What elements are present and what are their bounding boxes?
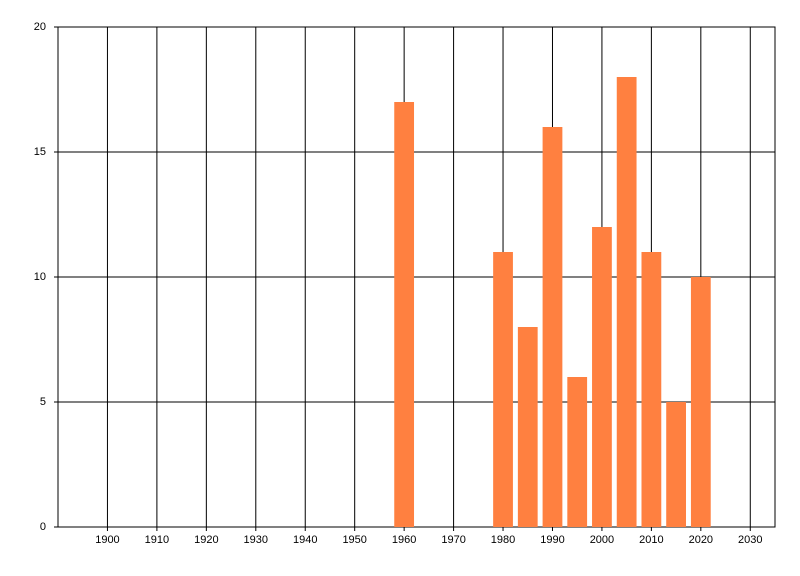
x-tick-label: 2000 — [590, 534, 614, 546]
bar — [690, 277, 711, 527]
x-tick-label: 1910 — [145, 534, 169, 546]
bar — [641, 252, 662, 527]
x-tick-label: 1990 — [540, 534, 564, 546]
bar — [394, 102, 415, 527]
x-tick-label: 1900 — [95, 534, 119, 546]
y-tick-label: 15 — [34, 146, 46, 158]
x-tick-label: 1920 — [194, 534, 218, 546]
bar — [616, 77, 637, 527]
y-tick-label: 0 — [40, 521, 46, 533]
bar — [592, 227, 612, 527]
bar — [493, 252, 513, 527]
bar — [666, 402, 686, 527]
x-tick-label: 2030 — [738, 534, 762, 546]
x-tick-label: 1950 — [342, 534, 366, 546]
y-tick-label: 10 — [34, 271, 46, 283]
x-tick-label: 1960 — [392, 534, 416, 546]
bar — [517, 327, 538, 527]
bar — [567, 377, 588, 527]
x-tick-label: 1930 — [244, 534, 268, 546]
x-tick-label: 2010 — [639, 534, 663, 546]
y-tick-label: 20 — [34, 21, 46, 33]
bar — [542, 127, 563, 527]
x-tick-label: 2020 — [689, 534, 713, 546]
y-tick-label: 5 — [40, 396, 46, 408]
x-tick-label: 1980 — [491, 534, 515, 546]
x-tick-label: 1940 — [293, 534, 317, 546]
x-tick-label: 1970 — [441, 534, 465, 546]
